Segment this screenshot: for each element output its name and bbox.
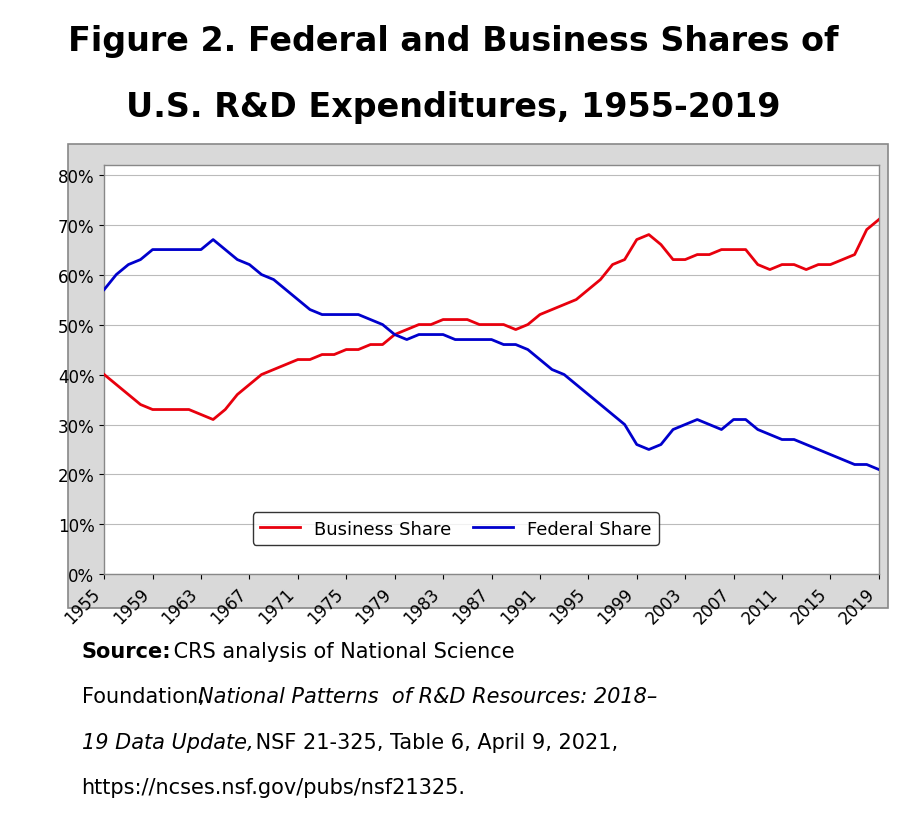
Text: National Patterns  of R&D Resources: 2018–: National Patterns of R&D Resources: 2018…: [198, 686, 657, 706]
Text: Foundation,: Foundation,: [82, 686, 204, 706]
Legend: Business Share, Federal Share: Business Share, Federal Share: [253, 513, 659, 545]
Text: U.S. R&D Expenditures, 1955-2019: U.S. R&D Expenditures, 1955-2019: [126, 92, 780, 124]
Text: CRS analysis of National Science: CRS analysis of National Science: [167, 641, 515, 661]
Text: https://ncses.nsf.gov/pubs/nsf21325.: https://ncses.nsf.gov/pubs/nsf21325.: [82, 777, 466, 797]
Text: Figure 2. Federal and Business Shares of: Figure 2. Federal and Business Shares of: [68, 26, 838, 58]
Text: NSF 21-325, Table 6, April 9, 2021,: NSF 21-325, Table 6, April 9, 2021,: [249, 732, 618, 752]
Text: Source:: Source:: [82, 641, 171, 661]
Text: 19 Data Update,: 19 Data Update,: [82, 732, 253, 752]
